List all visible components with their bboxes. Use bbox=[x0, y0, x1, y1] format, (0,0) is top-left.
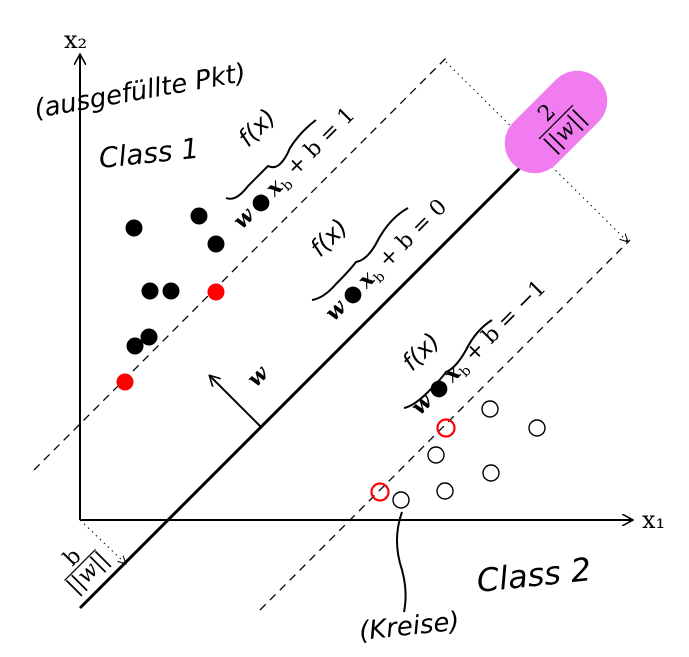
margin-line-lower bbox=[259, 239, 631, 611]
normal-vector-arrow bbox=[210, 376, 263, 429]
offset-label: b ||w|| bbox=[59, 544, 114, 599]
class1-point bbox=[126, 337, 144, 355]
fx-annotation-upper: f(x) bbox=[232, 103, 281, 152]
decision-boundary bbox=[78, 158, 530, 610]
class2-point bbox=[481, 400, 499, 418]
class2-support-vector bbox=[436, 418, 456, 438]
svg-text:f(x): f(x) bbox=[304, 213, 353, 262]
brace-upper bbox=[225, 119, 317, 200]
brace-middle bbox=[311, 207, 409, 301]
x-axis-label: x₁ bbox=[642, 506, 665, 534]
class1-point bbox=[190, 207, 208, 225]
class2-point bbox=[436, 482, 454, 500]
class1-support-vector bbox=[207, 283, 225, 301]
class1-point bbox=[207, 235, 225, 253]
margin-width-label: 2 ||w|| bbox=[504, 70, 608, 174]
class2-point bbox=[482, 464, 500, 482]
brace-lower bbox=[403, 319, 493, 409]
svg-text:f(x): f(x) bbox=[232, 103, 281, 152]
class2-support-vector bbox=[370, 482, 390, 502]
class1-point bbox=[162, 282, 180, 300]
class1-point bbox=[125, 219, 143, 237]
class1-point bbox=[140, 328, 158, 346]
circles-pointer bbox=[396, 511, 407, 613]
fx-annotation-middle: f(x) bbox=[304, 213, 353, 262]
class1-point bbox=[141, 282, 159, 300]
class1-support-vector bbox=[116, 373, 134, 391]
class2-label: Class 2 bbox=[475, 550, 593, 600]
equation-middle: w●xb + b = 0 bbox=[320, 194, 454, 328]
normal-vector-label: w bbox=[242, 360, 275, 393]
svg-text:w●xb + b = 0: w●xb + b = 0 bbox=[320, 194, 454, 328]
class2-point bbox=[392, 491, 410, 509]
circles-note: (Kreise) bbox=[358, 607, 461, 647]
class1-label: Class 1 bbox=[97, 132, 200, 175]
class2-point bbox=[427, 446, 445, 464]
filled-points-note: (ausgefüllte Pkt) bbox=[32, 58, 248, 125]
y-axis-label: x₂ bbox=[64, 26, 87, 54]
class2-point bbox=[528, 419, 546, 437]
